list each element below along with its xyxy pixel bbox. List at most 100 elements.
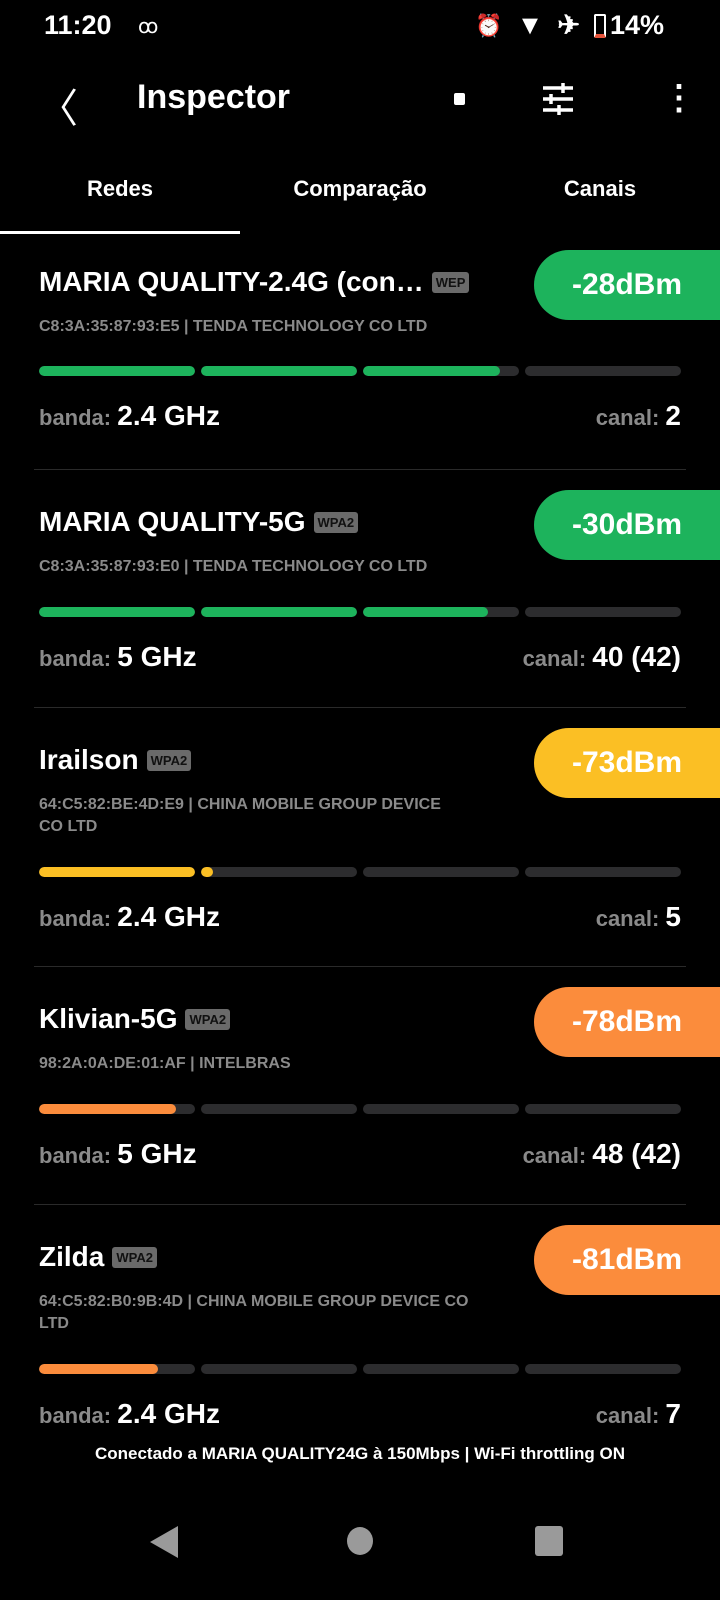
network-card[interactable]: MARIA QUALITY-5G WPA2 -30dBm C8:3A:35:87:… <box>34 470 720 708</box>
nav-back-icon[interactable] <box>150 1526 178 1558</box>
band-label: banda: <box>39 906 112 931</box>
back-icon[interactable]: 〈 <box>38 87 78 131</box>
strength-fill <box>201 607 357 617</box>
mac-vendor: C8:3A:35:87:93:E5 | TENDA TECHNOLOGY CO … <box>39 318 428 335</box>
signal-strength-bar <box>39 1364 681 1374</box>
band-value: 5 GHz <box>117 1138 197 1169</box>
network-card[interactable]: Zilda WPA2 -81dBm 64:C5:82:B0:9B:4D | CHI… <box>34 1205 720 1426</box>
strength-segment <box>525 366 681 376</box>
strength-fill <box>201 867 214 877</box>
signal-strength-bar <box>39 366 681 376</box>
strength-segment <box>525 1104 681 1114</box>
network-ssid: Zilda <box>39 1241 105 1272</box>
band-channel-row: banda: 5 GHz canal: 40 (42) <box>39 641 681 673</box>
security-tag: WPA2 <box>313 511 359 533</box>
band-info: banda: 5 GHz <box>39 641 197 673</box>
band-value: 5 GHz <box>117 641 197 672</box>
voicemail-icon: ꝏ <box>138 16 159 38</box>
mac-address: C8:3A:35:87:93:E5 <box>39 318 180 335</box>
vendor-name: TENDA TECHNOLOGY CO LTD <box>192 558 428 575</box>
band-label: banda: <box>39 646 112 671</box>
vendor-name: CHINA MOBILE GROUP DEVICE CO LTD <box>39 1293 469 1332</box>
network-ssid: Klivian-5G <box>39 1003 178 1034</box>
band-label: banda: <box>39 405 112 430</box>
signal-strength-bar <box>39 1104 681 1114</box>
strength-segment <box>201 867 357 877</box>
more-vert-icon[interactable]: ⋮ <box>662 79 696 117</box>
signal-badge: -73dBm <box>534 728 720 798</box>
signal-badge: -81dBm <box>534 1225 720 1295</box>
nav-home-icon[interactable] <box>346 1526 374 1556</box>
strength-segment <box>525 607 681 617</box>
battery-icon <box>593 13 606 38</box>
strength-segment <box>201 1104 357 1114</box>
status-bar: 11:20 ꝏ ⏰ ▼ ✈ 14% <box>0 0 720 52</box>
security-tag: WPA2 <box>112 1246 157 1268</box>
tab-canais[interactable]: Canais <box>563 176 637 201</box>
signal-badge: -30dBm <box>534 490 720 560</box>
strength-segment <box>525 1364 681 1374</box>
network-card[interactable]: MARIA QUALITY-2.4G (con… WEP -28dBm C8:3A… <box>34 234 720 470</box>
strength-segment <box>39 607 195 617</box>
app-bar: 〈 Inspector ⋮ <box>0 62 720 134</box>
signal-badge: -78dBm <box>534 987 720 1057</box>
battery-percent: 14% <box>609 10 664 40</box>
channel-value: 5 <box>665 901 681 932</box>
strength-segment <box>363 607 519 617</box>
channel-value: 2 <box>665 400 681 431</box>
strength-segment <box>363 1364 519 1374</box>
strength-segment <box>39 1364 195 1374</box>
tab-bar: Redes Comparação Canais <box>0 150 720 234</box>
network-card[interactable]: Irailson WPA2 -73dBm 64:C5:82:BE:4D:E9 | … <box>34 708 720 967</box>
strength-segment <box>363 1104 519 1114</box>
strength-fill <box>39 1364 158 1374</box>
network-ssid: MARIA QUALITY-2.4G (con… <box>39 266 424 297</box>
system-nav-bar <box>0 1490 720 1600</box>
signal-value: -28dBm <box>571 268 683 301</box>
tune-icon[interactable] <box>541 82 575 116</box>
strength-fill <box>39 366 195 376</box>
strength-segment <box>201 1364 357 1374</box>
vendor-name: TENDA TECHNOLOGY CO LTD <box>192 318 428 335</box>
channel-info: canal: 7 <box>596 1398 681 1426</box>
strength-fill <box>363 366 501 376</box>
signal-strength-bar <box>39 607 681 617</box>
strength-fill <box>39 1104 177 1114</box>
channel-label: canal: <box>595 1403 660 1426</box>
band-value: 2.4 GHz <box>117 1398 220 1426</box>
security-tag: WEP <box>431 271 470 293</box>
band-value: 2.4 GHz <box>117 901 220 932</box>
strength-segment <box>201 366 357 376</box>
channel-label: canal: <box>522 646 587 671</box>
channel-label: canal: <box>595 906 660 931</box>
vendor-name: INTELBRAS <box>199 1055 291 1072</box>
mac-address: 64:C5:82:B0:9B:4D <box>39 1293 184 1310</box>
wifi-icon: ▼ <box>516 10 544 40</box>
strength-segment <box>525 867 681 877</box>
tab-comparacao[interactable]: Comparação <box>293 176 427 201</box>
channel-value: 7 <box>665 1398 681 1426</box>
network-card[interactable]: Klivian-5G WPA2 -78dBm 98:2A:0A:DE:01:AF … <box>34 967 720 1205</box>
tab-redes[interactable]: Redes <box>0 150 240 234</box>
band-label: banda: <box>39 1143 112 1168</box>
mac-address: 64:C5:82:BE:4D:E9 <box>39 796 184 813</box>
mac-vendor: 64:C5:82:BE:4D:E9 | CHINA MOBILE GROUP D… <box>39 796 441 835</box>
signal-value: -30dBm <box>571 508 683 541</box>
mac-vendor: C8:3A:35:87:93:E0 | TENDA TECHNOLOGY CO … <box>39 558 428 575</box>
clock: 11:20 <box>44 10 112 40</box>
page-title: Inspector <box>137 78 291 116</box>
band-info: banda: 2.4 GHz <box>39 1398 220 1426</box>
network-ssid: MARIA QUALITY-5G <box>39 506 306 537</box>
band-info: banda: 5 GHz <box>39 1138 197 1170</box>
channel-label: canal: <box>595 405 660 430</box>
network-list[interactable]: MARIA QUALITY-2.4G (con… WEP -28dBm C8:3A… <box>0 234 720 1426</box>
signal-strength-bar <box>39 867 681 877</box>
strength-segment <box>363 867 519 877</box>
network-ssid-row: Irailson WPA2 <box>39 744 192 776</box>
band-label: banda: <box>39 1403 112 1426</box>
mac-vendor: 98:2A:0A:DE:01:AF | INTELBRAS <box>39 1055 291 1072</box>
strength-fill <box>201 366 357 376</box>
nav-recents-icon[interactable] <box>535 1526 563 1556</box>
mac-address: C8:3A:35:87:93:E0 <box>39 558 180 575</box>
stop-icon[interactable] <box>454 93 465 105</box>
